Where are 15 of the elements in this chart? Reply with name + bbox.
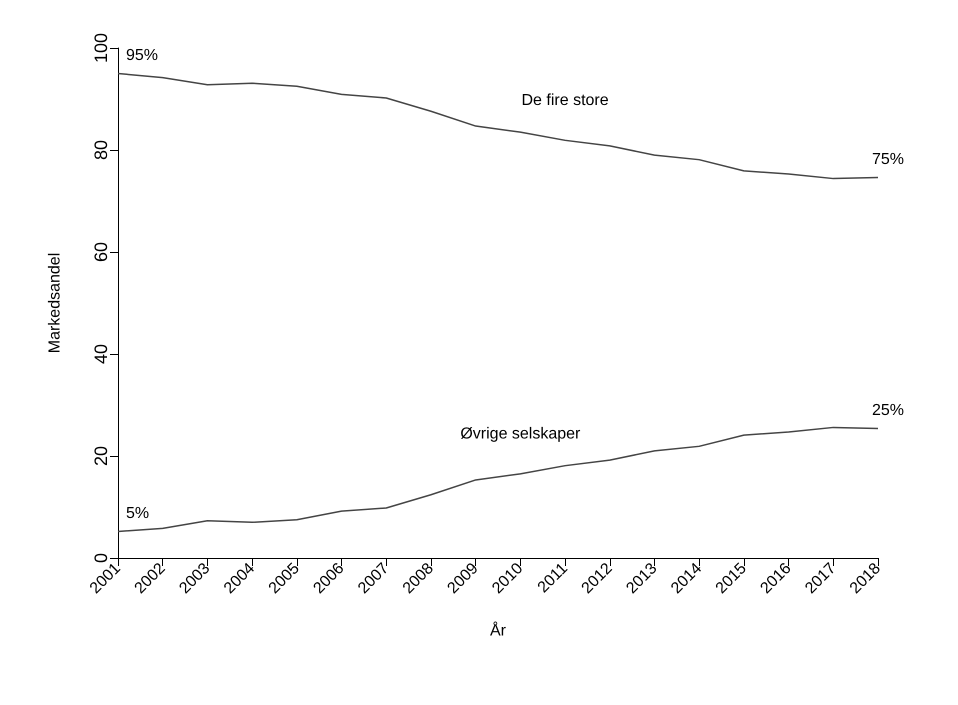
series-label: De fire store xyxy=(521,92,609,109)
x-axis-title: År xyxy=(490,622,507,640)
y-tick-label: 60 xyxy=(91,242,111,262)
y-tick-label: 20 xyxy=(91,446,111,466)
annotation: 5% xyxy=(126,504,150,522)
y-tick-label: 80 xyxy=(91,140,111,160)
y-tick-label: 40 xyxy=(91,344,111,364)
annotation: 95% xyxy=(126,47,158,64)
annotation: 25% xyxy=(872,402,904,419)
y-tick-label: 0 xyxy=(91,552,111,564)
annotation: 75% xyxy=(872,151,904,168)
line-series xyxy=(117,426,879,532)
y-tick-label: 100 xyxy=(91,32,111,64)
series-label: Øvrige selskaper xyxy=(460,425,582,442)
y-axis-title: Markedsandel xyxy=(46,252,64,354)
